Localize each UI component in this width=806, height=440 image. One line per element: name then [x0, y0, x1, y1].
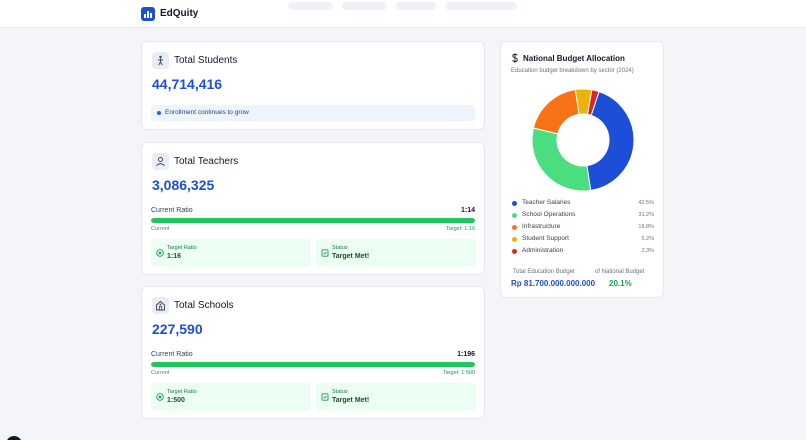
- ratio-value: 1:196: [457, 351, 475, 358]
- schools-card: Total Schools 227,590 Current Ratio 1:19…: [141, 286, 485, 419]
- nav-item[interactable]: [342, 2, 387, 10]
- donut-slice-school-operations[interactable]: [531, 127, 592, 192]
- target-ratio-value: 1:500: [167, 397, 185, 404]
- status-label: Status: [332, 245, 348, 251]
- legend-label: Teacher Salaries: [522, 199, 571, 206]
- legend-percent: 5.2%: [641, 236, 654, 242]
- legend-swatch: [512, 237, 517, 242]
- ratio-label: Current Ratio: [151, 207, 193, 214]
- nav-item[interactable]: [396, 2, 436, 10]
- students-card: Total Students 44,714,416 Enrollment con…: [141, 41, 485, 130]
- legend-swatch: [512, 201, 517, 206]
- progress-fill: [151, 362, 475, 367]
- target-icon: [156, 393, 164, 401]
- nav-item[interactable]: [445, 2, 517, 10]
- legend-percent: 42.5%: [638, 200, 654, 206]
- share-value: 20.1%: [609, 279, 632, 288]
- legend-label: Administration: [522, 247, 564, 254]
- donut-slice-administration[interactable]: [586, 89, 600, 116]
- teachers-card: Total Teachers 3,086,325 Current Ratio 1…: [141, 142, 485, 275]
- brand-name[interactable]: EdQuity: [160, 8, 199, 19]
- students-value: 44,714,416: [152, 76, 223, 92]
- legend-percent: 18.8%: [638, 224, 654, 230]
- top-bar: EdQuity: [0, 0, 806, 28]
- user-icon: [152, 153, 169, 170]
- status-value: Target Met!: [332, 253, 370, 260]
- students-title: Total Students: [174, 55, 238, 66]
- status-label: Status: [332, 389, 348, 395]
- ratio-value: 1:14: [460, 207, 475, 214]
- legend-label: School Operations: [522, 211, 576, 218]
- target-ratio-box: Target Ratio 1:500: [151, 383, 311, 411]
- budget-donut-chart: [531, 88, 635, 192]
- target-ratio-box: Target Ratio 1:16: [151, 239, 311, 267]
- budget-subtitle: Education budget breakdown by sector (20…: [511, 68, 634, 74]
- target-ratio-label: Target Ratio: [167, 245, 197, 251]
- legend-percent: 2.3%: [641, 248, 654, 254]
- progress-caption-target: Target: 1:16: [445, 226, 475, 232]
- status-box: Status Target Met!: [316, 383, 476, 411]
- budget-title: National Budget Allocation: [523, 54, 625, 63]
- budget-card: National Budget Allocation Education bud…: [500, 41, 664, 298]
- legend-swatch: [512, 225, 517, 230]
- legend-swatch: [512, 249, 517, 254]
- share-label: of National Budget: [595, 269, 645, 275]
- legend-item: Infrastructure 18.8%: [512, 223, 654, 233]
- school-icon: [152, 297, 169, 314]
- dollar-icon: [512, 53, 518, 63]
- schools-progress-bar: [151, 362, 475, 367]
- checklist-icon: [321, 249, 329, 257]
- schools-title: Total Schools: [174, 300, 234, 311]
- status-box: Status Target Met!: [316, 239, 476, 267]
- legend-item: School Operations 31.2%: [512, 211, 654, 221]
- target-icon: [156, 249, 164, 257]
- note-dot: [157, 111, 161, 115]
- progress-fill: [151, 218, 475, 223]
- students-note: Enrollment continues to grow: [151, 105, 475, 121]
- donut-slice-teacher-salaries[interactable]: [586, 90, 635, 191]
- floating-button[interactable]: [6, 436, 22, 440]
- legend-swatch: [512, 213, 517, 218]
- legend-percent: 31.2%: [638, 212, 654, 218]
- total-budget-label: Total Education Budget: [513, 269, 575, 275]
- teachers-progress-bar: [151, 218, 475, 223]
- nav-item[interactable]: [288, 2, 333, 10]
- teachers-title: Total Teachers: [174, 156, 239, 167]
- donut-slice-infrastructure[interactable]: [532, 89, 580, 135]
- logo-icon[interactable]: [141, 7, 155, 21]
- legend-label: Student Support: [522, 235, 569, 242]
- target-ratio-value: 1:16: [167, 253, 182, 260]
- progress-caption-target: Target: 1:500: [442, 370, 475, 376]
- legend-item: Administration 2.3%: [512, 247, 654, 257]
- total-budget-value: Rp 81.700.000.000.000: [511, 279, 596, 288]
- teachers-value: 3,086,325: [152, 177, 215, 193]
- legend-item: Teacher Salaries 42.5%: [512, 199, 654, 209]
- progress-caption-current: Current: [151, 370, 170, 376]
- legend-item: Student Support 5.2%: [512, 235, 654, 245]
- status-value: Target Met!: [332, 397, 370, 404]
- person-walking-icon: [152, 52, 169, 69]
- progress-caption-current: Current: [151, 226, 170, 232]
- note-text: Enrollment continues to grow: [165, 109, 249, 116]
- checklist-icon: [321, 393, 329, 401]
- schools-value: 227,590: [152, 321, 203, 337]
- legend-label: Infrastructure: [522, 223, 561, 230]
- ratio-label: Current Ratio: [151, 351, 193, 358]
- target-ratio-label: Target Ratio: [167, 389, 197, 395]
